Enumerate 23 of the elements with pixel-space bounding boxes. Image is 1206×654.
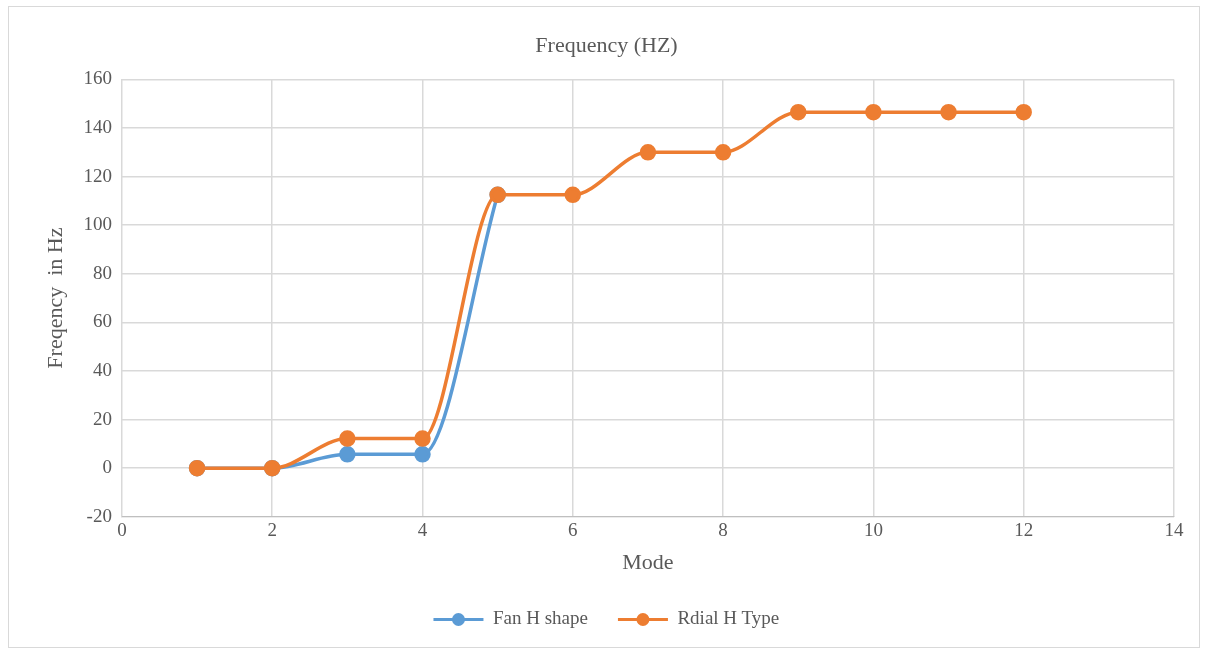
legend-label: Rdial H Type — [677, 607, 780, 629]
x-tick-label: 14 — [1164, 519, 1184, 541]
y-tick-label: -20 — [86, 504, 112, 526]
y-axis-title: Freqency in Hz — [41, 227, 67, 369]
x-tick-label: 2 — [267, 519, 277, 541]
y-tick-label: 160 — [83, 67, 112, 89]
x-tick-label: 12 — [1014, 519, 1034, 541]
x-tick-label: 6 — [568, 519, 578, 541]
y-tick-label: 120 — [83, 164, 112, 186]
x-axis-title: Mode — [622, 548, 674, 574]
y-tick-label: 0 — [102, 456, 112, 478]
chart-title: Frequency (HZ) — [535, 31, 678, 57]
x-tick-label: 8 — [718, 519, 728, 541]
x-tick-label: 10 — [863, 519, 883, 541]
y-tick-label: 80 — [92, 261, 112, 283]
x-tick-label: 0 — [117, 519, 127, 541]
y-tick-label: 20 — [92, 407, 112, 429]
legend-label: Fan H shape — [492, 607, 588, 629]
y-tick-label: 40 — [92, 358, 112, 380]
y-tick-label: 100 — [83, 213, 112, 235]
y-tick-label: 60 — [92, 310, 112, 332]
x-tick-label: 4 — [417, 519, 428, 541]
y-tick-label: 140 — [83, 115, 112, 137]
